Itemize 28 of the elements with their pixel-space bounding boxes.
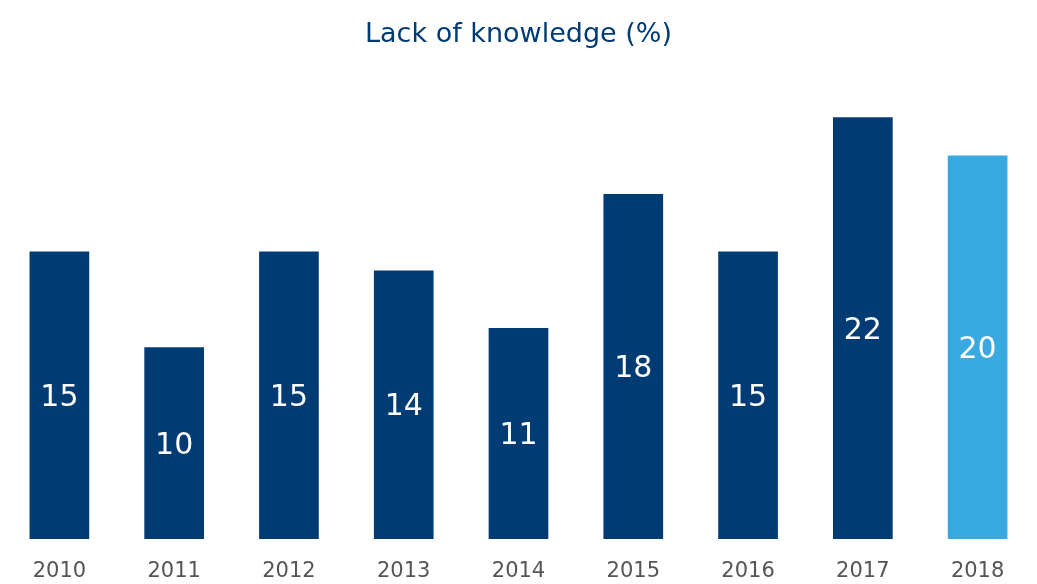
bar — [259, 251, 319, 539]
x-tick-label: 2015 — [606, 558, 661, 583]
x-tick-label: 2013 — [376, 558, 431, 583]
bar — [373, 270, 434, 539]
data-label: 10 — [155, 425, 194, 461]
data-label: 14 — [384, 387, 423, 423]
data-label: 22 — [843, 310, 882, 346]
x-tick-label: 2014 — [491, 558, 546, 583]
x-tick-label: 2010 — [32, 558, 87, 583]
data-label: 20 — [958, 329, 997, 365]
bar — [488, 328, 549, 539]
x-tick-label: 2017 — [836, 558, 890, 583]
data-label: 11 — [499, 416, 538, 452]
bar — [718, 251, 778, 539]
bar — [832, 117, 893, 539]
x-tick-label: 2012 — [262, 558, 316, 583]
data-label: 15 — [269, 377, 309, 413]
bar — [603, 193, 664, 539]
data-label: 18 — [614, 348, 653, 384]
x-tick-label: 2016 — [721, 558, 775, 583]
bar — [144, 347, 205, 539]
chart-title: Lack of knowledge (%) — [365, 17, 672, 49]
x-tick-label: 2018 — [950, 558, 1005, 583]
x-tick-label: 2011 — [147, 558, 201, 583]
data-label: 15 — [40, 377, 79, 413]
data-label: 15 — [728, 377, 768, 413]
bar — [947, 155, 1008, 539]
bar — [29, 251, 90, 539]
